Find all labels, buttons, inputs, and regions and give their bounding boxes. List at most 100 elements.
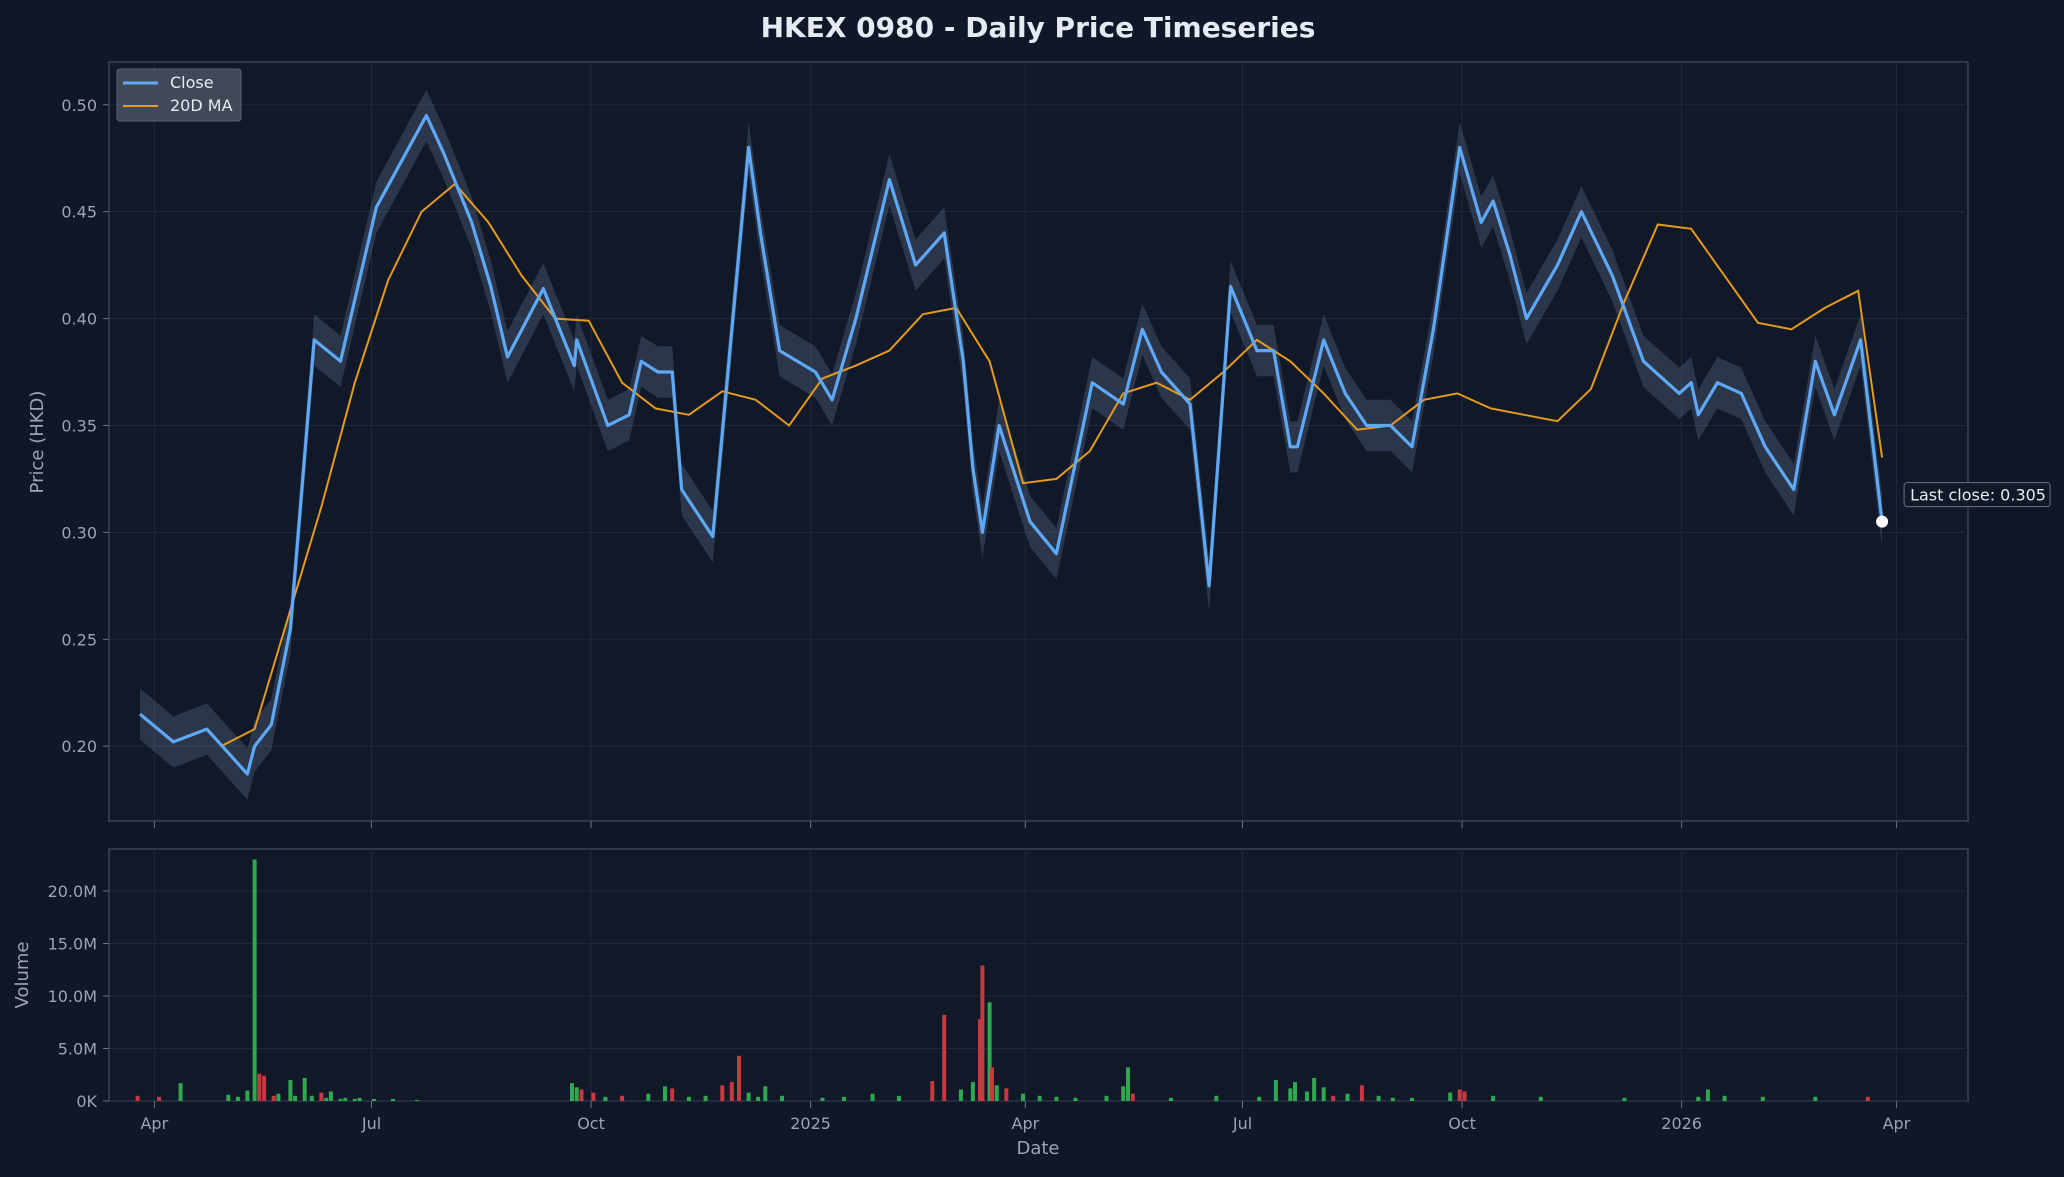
volume-bar — [1722, 1095, 1727, 1102]
volume-bar — [324, 1097, 329, 1101]
volume-bar — [620, 1095, 625, 1102]
price-tick-label: 0.30 — [61, 523, 97, 542]
volume-bar — [1037, 1095, 1042, 1102]
volume-bar — [391, 1098, 395, 1101]
price-tick-label: 0.25 — [61, 630, 97, 649]
date-tick-label: Oct — [577, 1114, 605, 1133]
volume-bar — [1293, 1082, 1297, 1101]
volume-bar — [1705, 1089, 1710, 1101]
close-series-line — [138, 113, 1884, 776]
price-range-band — [140, 89, 1883, 800]
volume-bar — [1410, 1097, 1414, 1101]
date-tick-label: Apr — [1012, 1114, 1040, 1133]
volume-bar — [319, 1092, 324, 1101]
volume-bar — [1073, 1097, 1078, 1101]
volume-bar — [987, 1002, 992, 1101]
volume-bar — [842, 1096, 846, 1101]
date-tick-label: Apr — [1883, 1114, 1911, 1133]
date-tick-label: Apr — [140, 1114, 168, 1133]
volume-tick-label: 15.0M — [48, 935, 97, 954]
date-tick-label: 2026 — [1661, 1114, 1702, 1133]
volume-bar — [1305, 1091, 1309, 1101]
price-tick-label: 0.45 — [61, 203, 97, 222]
volume-bar — [371, 1098, 376, 1101]
volume-bar — [357, 1097, 362, 1101]
volume-bar — [352, 1098, 357, 1101]
volume-bar — [870, 1093, 875, 1101]
price-panel — [108, 61, 1969, 822]
volume-axis-label: Volume — [12, 942, 33, 1009]
volume-bar — [1359, 1085, 1364, 1102]
volume-bar — [1130, 1093, 1135, 1101]
volume-bar — [896, 1095, 901, 1102]
volume-bar — [579, 1089, 584, 1101]
last-close-box — [1903, 482, 2051, 508]
volume-bar — [1462, 1091, 1467, 1101]
volume-bar — [1331, 1095, 1336, 1102]
price-grid — [109, 62, 1968, 821]
volume-bar — [591, 1092, 596, 1101]
volume-bar — [1538, 1096, 1543, 1101]
volume-bar — [235, 1096, 240, 1101]
date-tick-label: 2025 — [790, 1114, 831, 1133]
price-y-axis: 0.20 0.25 0.30 0.35 0.40 0.45 0.50 — [61, 96, 109, 756]
volume-bar — [1390, 1097, 1395, 1101]
volume-grid — [109, 849, 1968, 1102]
volume-bar — [252, 859, 257, 1101]
last-close-marker — [1876, 515, 1889, 528]
volume-bar — [663, 1086, 667, 1101]
volume-bar — [646, 1093, 651, 1101]
volume-bar — [756, 1096, 761, 1101]
price-tick-label: 0.35 — [61, 416, 97, 435]
volume-bar — [1273, 1080, 1278, 1101]
price-tick-label: 0.20 — [61, 737, 97, 756]
volume-bar — [780, 1095, 784, 1102]
ma-series-line — [220, 182, 1884, 748]
volume-bar — [245, 1090, 250, 1101]
volume-bar — [1004, 1088, 1009, 1101]
volume-bar — [1760, 1096, 1765, 1101]
volume-bar — [1054, 1096, 1059, 1101]
volume-bar — [328, 1091, 333, 1101]
volume-bar — [930, 1081, 935, 1101]
volume-bars — [135, 859, 1870, 1102]
volume-bar — [293, 1095, 298, 1102]
volume-bar — [1813, 1096, 1818, 1101]
price-axis-label: Price (HKD) — [27, 391, 48, 494]
volume-bar — [338, 1098, 343, 1101]
legend-ma-label: 20D MA — [170, 96, 233, 115]
volume-tick-label: 5.0M — [58, 1040, 97, 1059]
volume-bar — [746, 1092, 751, 1101]
chart-title: HKEX 0980 - Daily Price Timeseries — [761, 11, 1316, 44]
volume-bar — [1696, 1096, 1701, 1101]
volume-bar — [226, 1094, 231, 1101]
volume-bar — [1121, 1086, 1126, 1101]
price-lines — [138, 113, 1884, 776]
volume-bar — [1214, 1095, 1219, 1102]
volume-bar — [1312, 1077, 1317, 1101]
volume-bar — [135, 1095, 140, 1102]
volume-bar — [1321, 1087, 1326, 1101]
price-tick-label: 0.40 — [61, 310, 97, 329]
volume-bar — [980, 965, 985, 1101]
volume-bar — [1457, 1089, 1462, 1101]
volume-bar — [737, 1055, 741, 1101]
volume-bar — [763, 1086, 768, 1101]
volume-bar — [1288, 1088, 1293, 1101]
volume-y-axis: 0K 5.0M 10.0M 15.0M 20.0M — [48, 882, 109, 1111]
volume-bar — [570, 1083, 574, 1101]
volume-bar — [729, 1082, 734, 1101]
volume-tick-label: 10.0M — [48, 987, 97, 1006]
volume-bar — [302, 1077, 307, 1101]
volume-bar — [1448, 1092, 1453, 1101]
volume-bar — [574, 1087, 579, 1101]
volume-bar — [271, 1095, 276, 1102]
volume-bar — [603, 1096, 608, 1101]
volume-bar — [309, 1095, 314, 1102]
volume-bar — [157, 1096, 162, 1101]
volume-bar — [958, 1089, 963, 1101]
volume-bar — [720, 1085, 725, 1102]
volume-tick-label: 20.0M — [48, 882, 97, 901]
